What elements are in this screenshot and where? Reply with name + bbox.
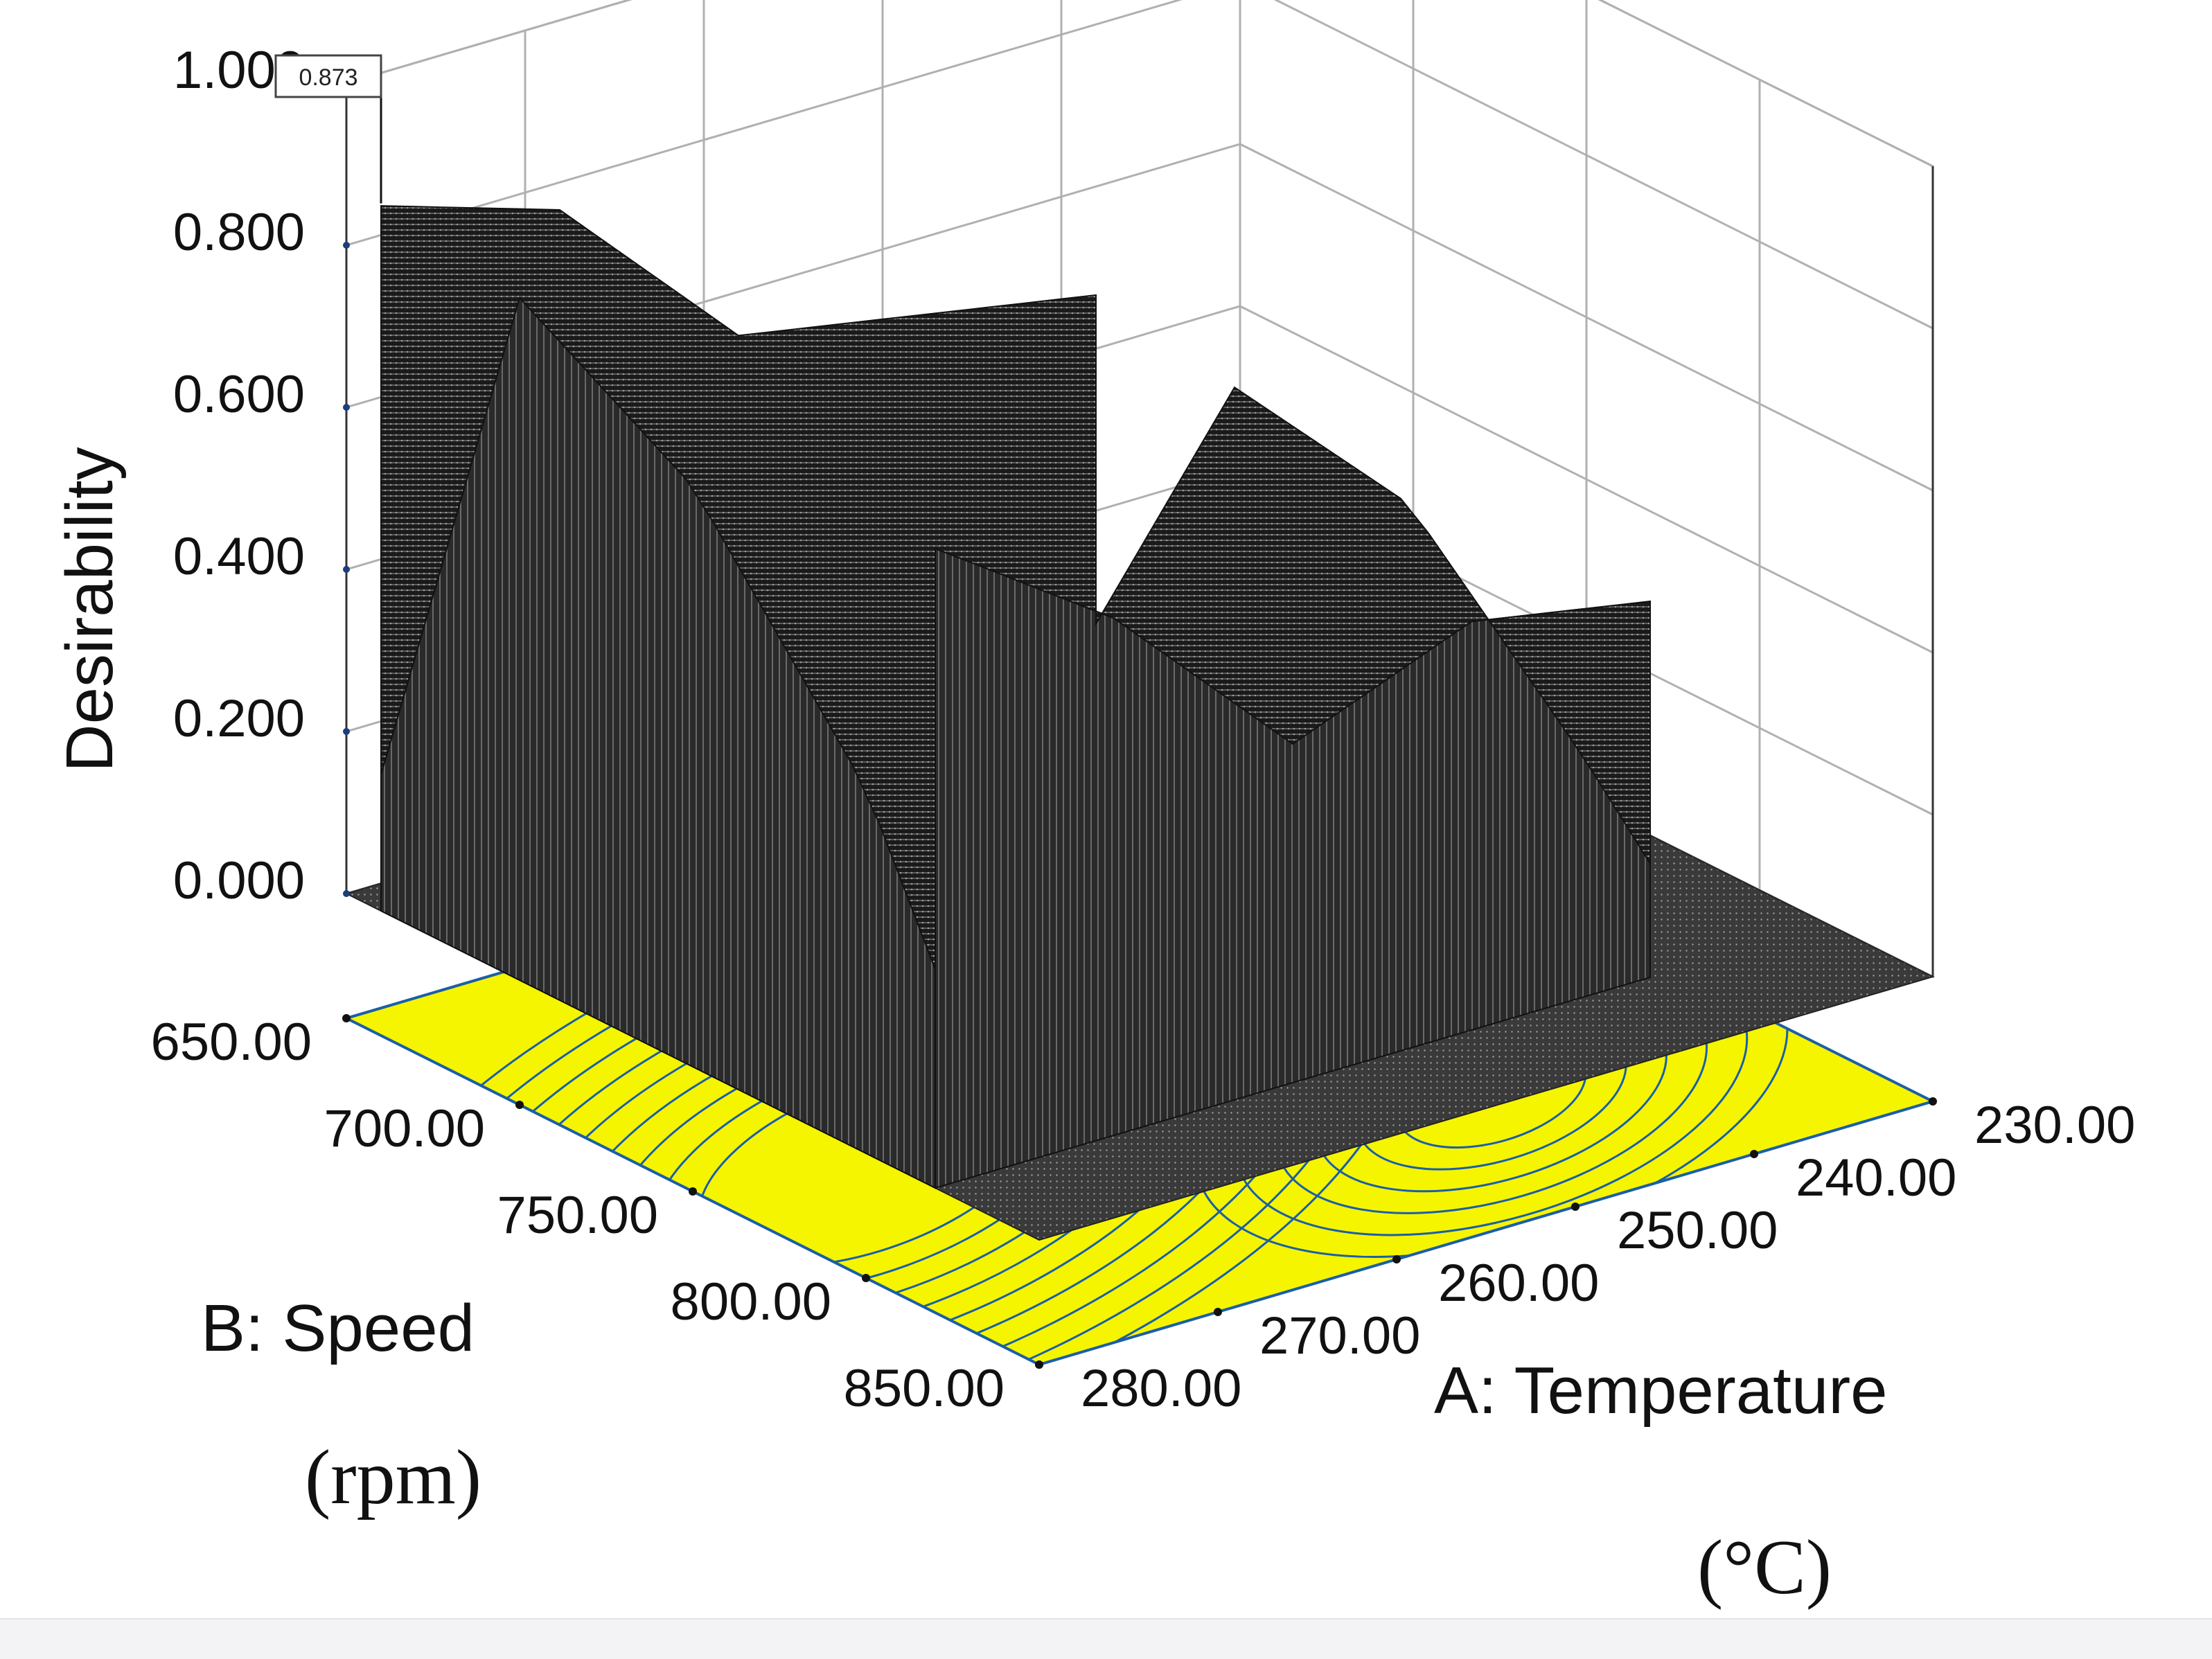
x-tick-label: 260.00 bbox=[1438, 1254, 1599, 1313]
grid-line bbox=[346, 0, 1934, 168]
z-tick-label: 0.600 bbox=[173, 365, 305, 424]
x-axis-title: A: Temperature bbox=[1434, 1354, 1888, 1428]
x-tick-mark bbox=[1750, 1150, 1758, 1158]
y-tick-mark bbox=[515, 1101, 524, 1109]
y-tick-mark bbox=[862, 1274, 870, 1282]
x-tick-label: 270.00 bbox=[1259, 1306, 1420, 1365]
max-desirability-callout: 0.873 bbox=[274, 54, 382, 204]
z-tick-mark bbox=[343, 404, 350, 411]
y-tick-label: 700.00 bbox=[324, 1099, 485, 1158]
bottom-strip bbox=[0, 1618, 2212, 1659]
z-tick-mark bbox=[343, 728, 350, 735]
y-tick-mark bbox=[342, 1014, 351, 1022]
y-tick-mark bbox=[689, 1187, 697, 1196]
x-tick-label: 240.00 bbox=[1796, 1148, 1956, 1207]
x-tick-mark bbox=[1571, 1203, 1580, 1211]
y-tick-label: 650.00 bbox=[151, 1013, 312, 1072]
callout-box bbox=[274, 54, 382, 98]
callout-value: 0.873 bbox=[299, 64, 357, 91]
y-tick-label: 850.00 bbox=[844, 1359, 1005, 1418]
x-tick-label: 250.00 bbox=[1617, 1201, 1778, 1260]
z-tick-label: 0.400 bbox=[173, 527, 305, 586]
desirability-surface bbox=[344, 205, 1935, 1241]
z-tick-mark bbox=[343, 890, 350, 897]
x-tick-label: 280.00 bbox=[1081, 1359, 1241, 1418]
z-axis-title: Desirability bbox=[53, 447, 127, 772]
grid-line bbox=[346, 0, 1934, 330]
axis-ticks: 0.0000.2000.4000.6000.8001.000650.00700.… bbox=[151, 41, 2136, 1418]
x-tick-mark bbox=[1929, 1097, 1937, 1106]
x-tick-mark bbox=[1035, 1360, 1043, 1369]
x-tick-label: 230.00 bbox=[1974, 1096, 2135, 1155]
surface-top bbox=[380, 205, 1651, 970]
z-tick-mark bbox=[343, 242, 350, 249]
y-axis-title: B: Speed bbox=[201, 1291, 475, 1365]
x-axis-unit: (°C) bbox=[1697, 1525, 1832, 1611]
z-tick-label: 0.200 bbox=[173, 689, 305, 748]
y-tick-label: 750.00 bbox=[497, 1186, 658, 1245]
x-tick-mark bbox=[1392, 1255, 1401, 1263]
x-tick-mark bbox=[1214, 1308, 1222, 1316]
y-axis-unit: (rpm) bbox=[305, 1435, 481, 1520]
y-tick-label: 800.00 bbox=[671, 1272, 831, 1331]
z-tick-label: 0.000 bbox=[173, 851, 305, 910]
z-tick-label: 0.800 bbox=[173, 203, 305, 262]
z-tick-mark bbox=[343, 566, 350, 573]
